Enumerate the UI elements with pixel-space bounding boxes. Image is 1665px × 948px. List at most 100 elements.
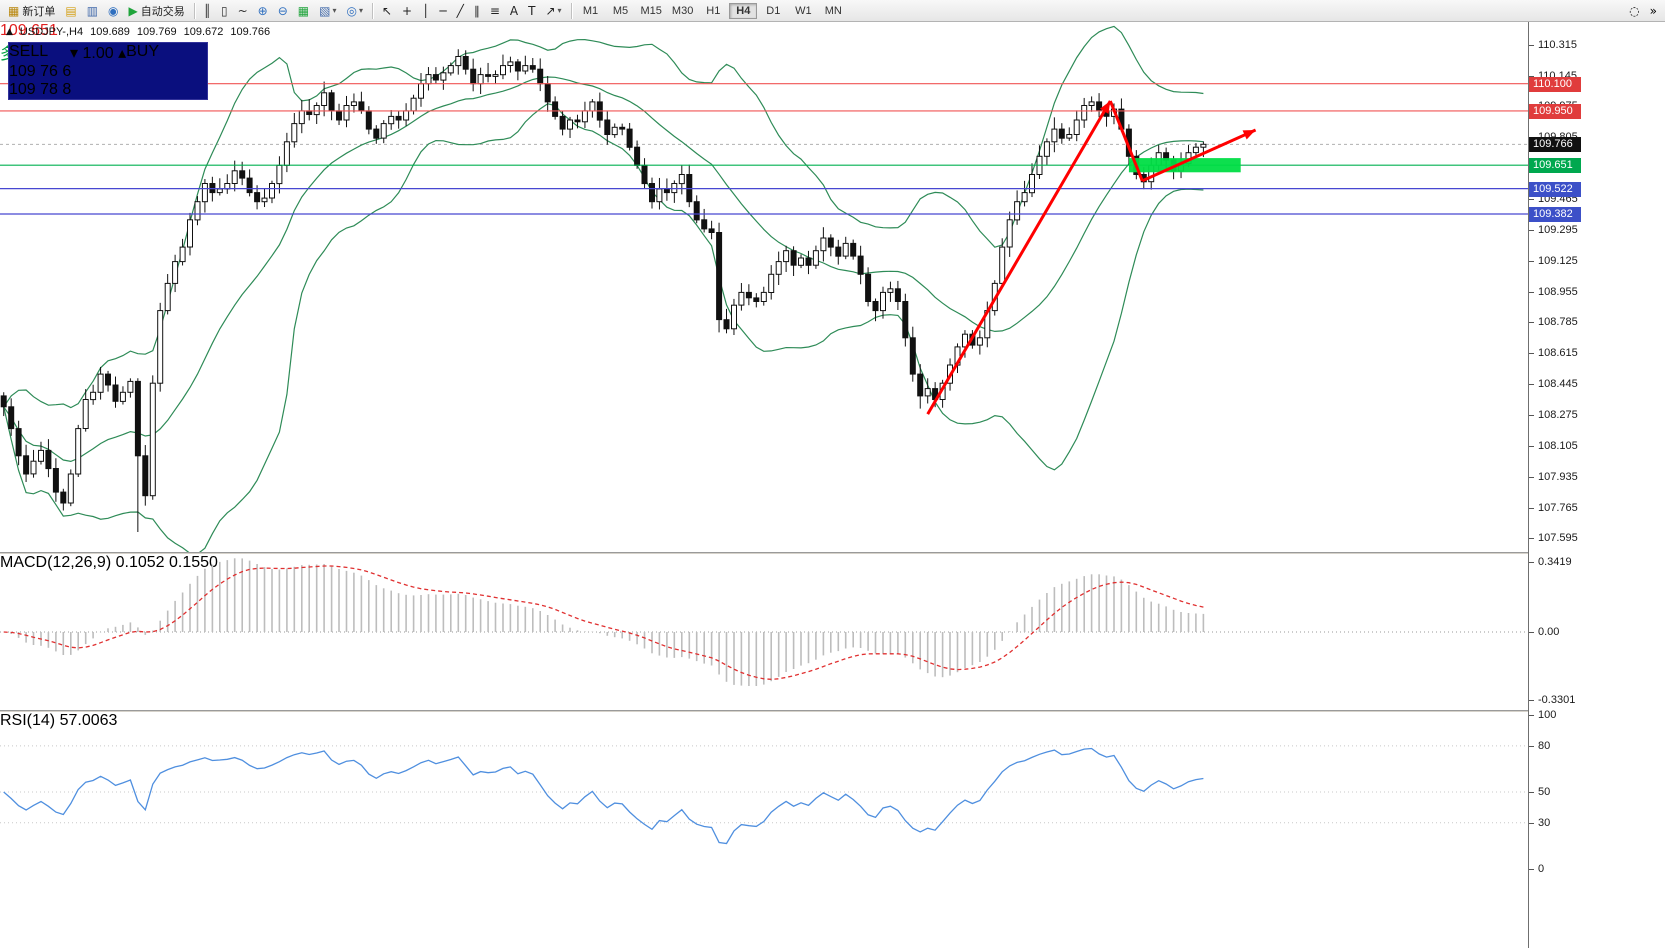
rsi-canvas[interactable] <box>0 712 1528 872</box>
timeframe-mn[interactable]: MN <box>824 4 842 17</box>
candle <box>350 101 357 107</box>
price-scale-tick: 109.295 <box>1538 224 1578 236</box>
price-scale-tickmark <box>1529 700 1534 701</box>
fibonacci-tool-button[interactable]: ≡ <box>486 1 504 21</box>
toolbar-more-icon: » <box>1649 3 1657 18</box>
candle <box>641 164 648 185</box>
chart-profiles-dropdown-icon[interactable]: ▾ <box>358 6 363 15</box>
volume-increase-button[interactable]: ▴ <box>118 45 127 62</box>
ohlc-bars-mode-button[interactable]: ║ <box>200 1 215 21</box>
label-tool-button[interactable]: T <box>524 1 539 21</box>
vertical-line-tool-icon: │ <box>422 3 430 18</box>
toolbar-more-button[interactable]: » <box>1646 1 1661 21</box>
timeframe-m30[interactable]: M30 <box>671 4 694 17</box>
new-order-button[interactable]: ▦ 新订单 <box>4 1 59 21</box>
timeframe-h1[interactable]: H1 <box>706 4 721 17</box>
price-scale-tick: 108.105 <box>1538 440 1578 452</box>
line-chart-mode-button[interactable]: ~ <box>234 1 252 21</box>
timeframe-m1[interactable]: M1 <box>582 4 599 17</box>
chart-windows-button[interactable]: ▥ <box>83 1 102 21</box>
candle <box>999 246 1006 284</box>
price-scale-tickmark <box>1529 322 1534 323</box>
macd-histogram <box>10 558 1205 686</box>
timeframe-m15[interactable]: M15 <box>640 4 662 17</box>
arrows-tool-button[interactable]: ↗ ▾ <box>541 1 565 21</box>
buy-button[interactable]: BUY <box>126 43 160 60</box>
candle <box>611 126 618 136</box>
quick-search-button[interactable]: ◌ <box>1625 1 1643 21</box>
main-chart-pane[interactable]: ▲ USDJPY-,H4 109.689 109.769 109.672 109… <box>0 22 1528 552</box>
candle <box>313 105 320 116</box>
new-chart-button[interactable]: ▧ ▾ <box>315 1 340 21</box>
new-chart-dropdown-icon[interactable]: ▾ <box>332 6 337 15</box>
macd-name: MACD(12,26,9) <box>0 554 112 571</box>
price-badge[interactable]: 109.382 <box>1529 207 1581 222</box>
timeframe-d1[interactable]: D1 <box>766 4 781 17</box>
macd-label: MACD(12,26,9) 0.1052 0.1550 <box>0 554 1528 572</box>
chart-profiles-button[interactable]: ◎ ▾ <box>342 1 367 21</box>
timeframe-h4[interactable]: H4 <box>729 2 758 19</box>
arrows-tool-dropdown-icon[interactable]: ▾ <box>557 6 562 15</box>
price-scale[interactable]: 110.315110.145109.975109.805109.635109.4… <box>1528 22 1665 948</box>
rsi-line <box>3 747 1204 845</box>
pane-separator[interactable] <box>0 710 1665 712</box>
price-annotation-label[interactable]: 109.651 <box>0 22 58 39</box>
candlestick-mode-button[interactable]: ▯ <box>217 1 232 21</box>
volume-decrease-button[interactable]: ▾ <box>70 45 79 62</box>
trend-arrow-line[interactable] <box>1108 100 1144 182</box>
cursor-tool-button[interactable]: ↖ <box>378 1 396 21</box>
volume-input[interactable]: 1.00 <box>82 45 114 62</box>
timeframe-m5[interactable]: M5 <box>612 4 629 17</box>
mql-community-button[interactable]: ◉ <box>104 1 122 21</box>
macd-canvas[interactable] <box>0 554 1528 710</box>
candle <box>917 373 924 397</box>
candle <box>1192 146 1199 154</box>
price-scale-tickmark <box>1529 446 1534 447</box>
candle <box>194 201 201 221</box>
pane-separator[interactable] <box>0 552 1665 554</box>
support-zone-rectangle[interactable] <box>1128 158 1241 173</box>
price-badge[interactable]: 109.766 <box>1529 137 1581 152</box>
main-chart-canvas[interactable] <box>0 22 1528 552</box>
candle <box>373 128 380 139</box>
rsi-pane[interactable]: RSI(14) 57.0063 <box>0 712 1528 872</box>
price-scale-tick: 30 <box>1538 817 1551 829</box>
timeframe-w1[interactable]: W1 <box>795 4 812 17</box>
trend-arrow-line[interactable] <box>926 100 1112 415</box>
price-scale-tick: 108.955 <box>1538 286 1578 298</box>
price-scale-tickmark <box>1529 415 1534 416</box>
toolbar-separator <box>193 2 195 19</box>
sell-price[interactable]: 109 76 6 <box>9 63 207 81</box>
candle <box>738 291 745 306</box>
profiles-button[interactable]: ▤ <box>61 1 80 21</box>
candle <box>298 110 305 125</box>
zoom-in-button[interactable]: ⊕ <box>254 1 272 21</box>
trendline-tool-button[interactable]: ╱ <box>453 1 468 21</box>
price-badge[interactable]: 109.950 <box>1529 104 1581 119</box>
text-tool-button[interactable]: A <box>506 1 522 21</box>
price-badge[interactable]: 110.100 <box>1529 77 1581 92</box>
bollinger-middle-band <box>3 76 1204 463</box>
candle <box>1006 219 1013 248</box>
macd-pane[interactable]: MACD(12,26,9) 0.1052 0.1550 <box>0 554 1528 710</box>
zoom-out-button[interactable]: ⊖ <box>274 1 292 21</box>
candle <box>514 61 521 72</box>
vertical-line-tool-button[interactable]: │ <box>418 1 433 21</box>
trend-arrow-line[interactable] <box>1141 128 1257 183</box>
horizontal-line-tool-button[interactable]: ─ <box>435 1 450 21</box>
price-badge[interactable]: 109.651 <box>1529 158 1581 173</box>
candle <box>462 56 469 70</box>
candle <box>231 170 238 185</box>
candle <box>835 246 842 257</box>
candles-group <box>0 49 1207 533</box>
buy-price[interactable]: 109 78 8 <box>9 81 207 99</box>
autotrading-button[interactable]: ▶ 自动交易 <box>125 1 189 21</box>
price-badge[interactable]: 109.522 <box>1529 182 1581 197</box>
crosshair-tool-button[interactable]: + <box>398 1 416 21</box>
candle <box>30 460 37 475</box>
sell-button[interactable]: SELL <box>9 43 49 60</box>
arrows-tool-icon: ↗ <box>545 3 556 18</box>
tile-windows-button[interactable]: ▦ <box>294 1 313 21</box>
channel-tool-button[interactable]: ∥ <box>470 1 484 21</box>
candle <box>179 246 186 263</box>
